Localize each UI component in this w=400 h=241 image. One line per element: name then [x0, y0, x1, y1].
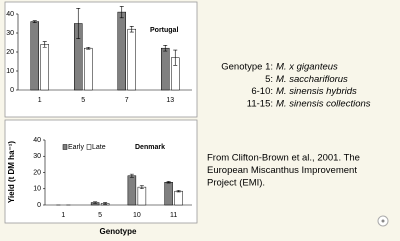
legend-swatch: [62, 144, 68, 150]
bar: [164, 182, 173, 206]
bar: [117, 11, 126, 91]
bar: [30, 21, 39, 91]
error-bar: [93, 201, 98, 204]
bar: [40, 44, 49, 91]
legend-label: Late: [92, 144, 106, 151]
error-bar: [176, 190, 181, 193]
x-tick-label: 1: [61, 212, 65, 219]
legend-label: Early: [68, 144, 84, 151]
x-tick-label: 10: [133, 212, 141, 219]
x-axis-label: Genotype: [100, 227, 137, 236]
x-tick-label: 1: [38, 97, 42, 104]
y-tick-label: 0: [37, 202, 41, 209]
y-tick-label: 30: [6, 30, 14, 37]
y-tick-label: 30: [33, 153, 41, 160]
error-bar: [139, 185, 144, 190]
y-tick-label: 20: [6, 49, 14, 56]
error-bar: [32, 20, 37, 23]
genotype-species: M. x giganteus: [276, 62, 338, 73]
genotype-label: Genotype 1:: [221, 62, 273, 73]
legend-swatch: [86, 144, 92, 150]
genotype-label: 11-15:: [247, 98, 273, 109]
bar: [84, 47, 93, 91]
y-tick-label: 40: [6, 11, 14, 18]
error-bar: [166, 181, 171, 184]
bar: [174, 190, 183, 206]
y-axis-label: Yield (t DM ha⁻¹): [7, 141, 16, 203]
genotype-label: 6-10:: [251, 86, 273, 97]
bar: [137, 186, 147, 206]
bar: [127, 175, 137, 206]
x-tick-label: 5: [98, 212, 102, 219]
error-bar: [76, 8, 81, 39]
source-line: Project (EMI).: [207, 178, 265, 189]
y-tick-label: 0: [10, 87, 14, 94]
error-bar: [86, 46, 91, 50]
error-bar: [163, 45, 168, 52]
x-tick-label: 11: [170, 212, 177, 219]
error-bar: [173, 49, 178, 66]
error-bar: [119, 6, 124, 19]
error-bar: [42, 41, 47, 48]
y-tick-label: 20: [33, 169, 41, 176]
bar: [127, 28, 136, 91]
x-tick-label: 7: [125, 97, 129, 104]
source-line: From Clifton-Brown et al., 2001. The: [207, 153, 360, 164]
genotype-species: M. sinensis collections: [276, 98, 371, 109]
x-tick-label: 13: [166, 97, 174, 104]
slide-icon-dot: [381, 219, 385, 223]
genotype-species: M. sinensis hybrids: [276, 86, 357, 97]
bar: [161, 47, 170, 91]
y-tick-label: 10: [6, 68, 14, 75]
y-tick-label: 10: [33, 186, 41, 193]
source-line: European Miscanthus Improvement: [207, 165, 357, 176]
genotype-species: M. sacchariflorus: [276, 74, 348, 85]
y-tick-label: 40: [33, 137, 41, 144]
x-tick-label: 5: [81, 97, 85, 104]
chart-box: [4, 119, 198, 224]
chart-title: Portugal: [150, 27, 178, 34]
error-bar: [103, 202, 108, 205]
error-bar: [129, 173, 134, 178]
error-bar: [129, 26, 134, 33]
chart-title: Denmark: [135, 144, 165, 151]
genotype-label: 5:: [265, 74, 273, 85]
